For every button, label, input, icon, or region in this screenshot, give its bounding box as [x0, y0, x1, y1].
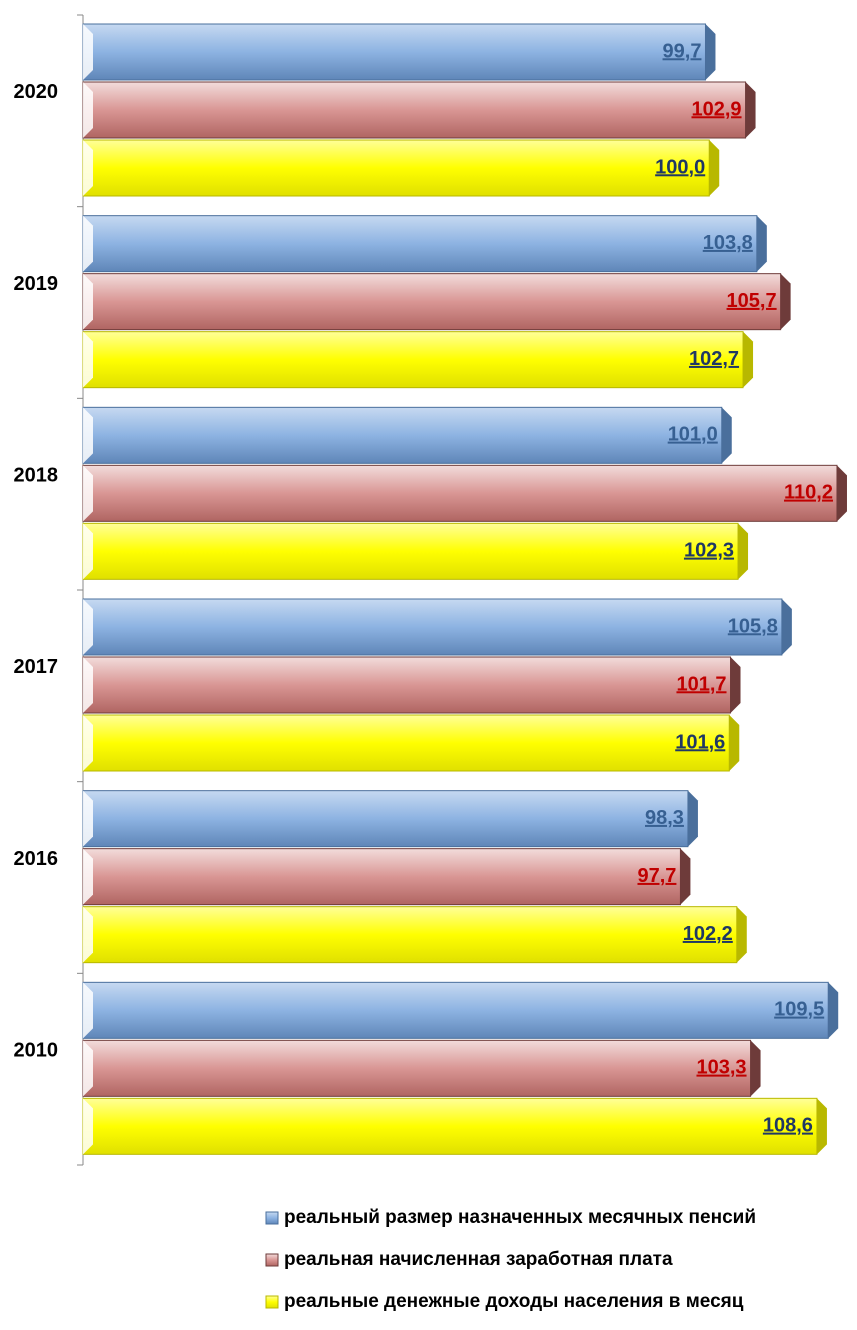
bar — [82, 81, 747, 139]
bar-cap — [721, 407, 732, 464]
bar — [82, 331, 744, 389]
bar — [82, 790, 689, 848]
bar-highlight — [83, 599, 93, 655]
data-label: 110,2 — [784, 482, 833, 504]
bar — [82, 215, 758, 273]
bar — [82, 981, 829, 1039]
legend-swatch — [265, 1211, 279, 1225]
bar-cap — [736, 906, 747, 963]
bar-highlight — [83, 848, 93, 905]
bar — [82, 906, 738, 964]
bar-highlight — [83, 1098, 93, 1155]
bar-cap — [738, 523, 749, 580]
y-tick-label: 2016 — [14, 848, 59, 870]
data-label: 101,7 — [676, 673, 726, 695]
legend-label: реальный размер назначенных месячных пен… — [284, 1207, 756, 1228]
bar-cap — [729, 715, 740, 771]
bar-cap — [687, 790, 698, 847]
bar-cap — [709, 140, 720, 196]
bar-highlight — [83, 790, 93, 847]
bar — [82, 406, 723, 464]
data-label: 102,9 — [691, 98, 741, 120]
bar-cap — [750, 1040, 761, 1097]
bar-cap — [745, 82, 756, 138]
data-label: 100,0 — [655, 156, 705, 178]
bar-highlight — [83, 82, 93, 138]
bar-highlight — [83, 657, 93, 713]
bar-highlight — [83, 1040, 93, 1097]
bar-cap — [743, 331, 754, 388]
y-tick-label: 2018 — [14, 464, 59, 486]
bar — [82, 139, 710, 197]
bar-highlight — [83, 24, 93, 80]
bar-highlight — [83, 140, 93, 196]
bar-highlight — [83, 906, 93, 963]
bar-cap — [828, 982, 839, 1039]
bar-cap — [836, 465, 847, 522]
bar-cap — [705, 24, 716, 80]
bar-highlight — [83, 331, 93, 388]
y-tick-label: 2020 — [14, 81, 59, 103]
legend-swatch — [265, 1253, 279, 1267]
data-label: 102,7 — [689, 348, 739, 370]
y-tick-label: 2010 — [14, 1039, 59, 1061]
bar-cap — [730, 657, 741, 713]
data-label: 105,8 — [728, 615, 778, 637]
bar-highlight — [83, 407, 93, 464]
data-label: 109,5 — [774, 999, 824, 1021]
bar — [82, 273, 782, 331]
data-label: 108,6 — [763, 1115, 813, 1137]
bar-cap — [680, 848, 691, 905]
bar-highlight — [83, 215, 93, 272]
data-label: 99,7 — [663, 40, 702, 62]
bar-highlight — [83, 523, 93, 580]
bar — [82, 23, 706, 81]
bar — [82, 522, 739, 580]
bar — [82, 1039, 752, 1097]
data-label: 103,8 — [703, 232, 753, 254]
bar — [82, 714, 730, 772]
y-tick-label: 2017 — [14, 656, 59, 678]
legend-label: реальные денежные доходы населения в мес… — [284, 1291, 744, 1312]
bar — [82, 464, 838, 522]
bar-highlight — [83, 715, 93, 771]
bar — [82, 1097, 818, 1155]
bar-cap — [781, 599, 792, 655]
bar-highlight — [83, 465, 93, 522]
data-label: 101,0 — [668, 424, 718, 446]
bar-highlight — [83, 982, 93, 1039]
legend-label: реальная начисленная заработная плата — [284, 1249, 673, 1270]
legend-swatch — [265, 1295, 279, 1309]
bar — [82, 656, 732, 714]
data-label: 102,3 — [684, 540, 734, 562]
data-label: 97,7 — [637, 865, 676, 887]
bar-cap — [756, 215, 767, 272]
bar-cap — [780, 273, 791, 330]
data-label: 102,2 — [683, 923, 733, 945]
bar — [82, 598, 783, 656]
data-label: 101,6 — [675, 731, 725, 753]
data-label: 103,3 — [696, 1057, 746, 1079]
bar-highlight — [83, 273, 93, 330]
data-label: 105,7 — [727, 290, 777, 312]
bar — [82, 848, 681, 906]
y-tick-label: 2019 — [14, 273, 59, 295]
data-label: 98,3 — [645, 807, 684, 829]
bar-cap — [816, 1098, 827, 1155]
